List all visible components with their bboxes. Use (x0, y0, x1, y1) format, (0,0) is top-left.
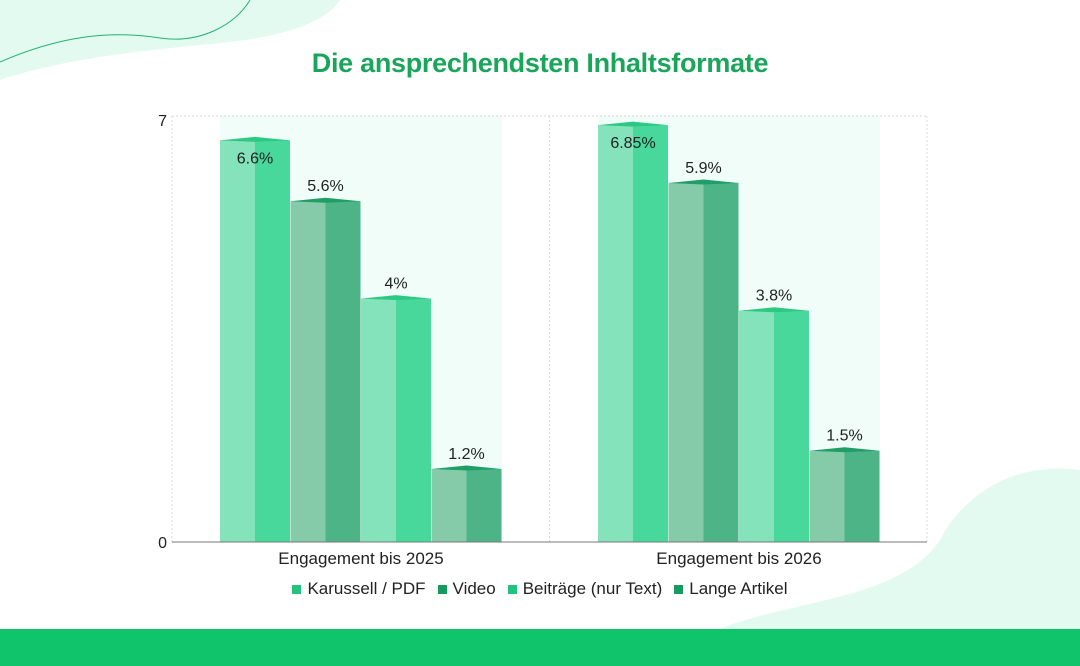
legend-swatch (674, 584, 684, 594)
bar (739, 307, 809, 542)
legend-label: Lange Artikel (689, 579, 788, 598)
top-left-blob (0, 0, 340, 80)
bar (668, 179, 739, 542)
bar-face-right (396, 298, 431, 542)
bar-top (739, 307, 809, 313)
bar-face-right (325, 201, 361, 542)
legend-item: Karussell / PDF (292, 579, 426, 599)
bar-face-left (220, 140, 255, 543)
bar-face-right (466, 468, 502, 542)
bar-face-left (431, 468, 467, 542)
chart-title: Die ansprechendsten Inhaltsformate (311, 48, 769, 78)
chart-legend: Karussell / PDF Video Beiträge (nur Text) L… (0, 579, 1080, 599)
data-label: 5.6% (307, 178, 343, 195)
legend-item: Beiträge (nur Text) (507, 579, 663, 599)
legend-label: Beiträge (nur Text) (522, 579, 663, 598)
bar-face-right (844, 450, 880, 542)
bar-top (598, 121, 668, 127)
bar-top (668, 179, 739, 185)
bar (361, 295, 431, 542)
bar-face-left (290, 201, 326, 542)
bar (220, 136, 290, 543)
bar-face-left (809, 450, 845, 542)
bar (290, 197, 361, 542)
legend-label: Karussell / PDF (307, 579, 426, 598)
x-tick-label: Engagement bis 2026 (656, 549, 821, 568)
data-label: 6.6% (237, 150, 273, 167)
bar-face-left (739, 310, 774, 542)
bar (809, 447, 880, 542)
bar-top (809, 447, 880, 453)
footer-bar (0, 629, 1080, 666)
bar-face-left (361, 298, 396, 542)
legend-swatch (292, 584, 302, 594)
bar-face-right (703, 182, 739, 542)
bar-top (361, 295, 431, 301)
bar (598, 121, 668, 542)
bar-face-left (598, 125, 633, 542)
data-label: 5.9% (685, 160, 721, 177)
bottom-right-blob (720, 468, 1080, 629)
legend-swatch (437, 584, 447, 594)
bar-face-right (774, 310, 809, 542)
bar-top (290, 197, 361, 203)
bar-top (220, 136, 290, 142)
data-label: 1.5% (826, 428, 862, 445)
bar-top (431, 465, 502, 471)
bar-face-left (668, 182, 704, 542)
data-label: 1.2% (448, 446, 484, 463)
legend-item: Lange Artikel (674, 579, 788, 599)
legend-swatch (507, 584, 517, 594)
data-label: 6.85% (610, 135, 655, 152)
legend-label: Video (452, 579, 496, 598)
bar-face-right (255, 140, 290, 543)
bar (431, 465, 502, 542)
legend-item: Video (437, 579, 496, 599)
data-label: 4% (384, 276, 407, 293)
y-tick-label: 0 (158, 535, 167, 552)
top-left-curve-line (0, 0, 251, 63)
y-tick-label: 7 (158, 113, 167, 130)
x-tick-label: Engagement bis 2025 (278, 549, 443, 568)
data-label: 3.8% (756, 288, 792, 305)
bar-face-right (633, 125, 668, 542)
